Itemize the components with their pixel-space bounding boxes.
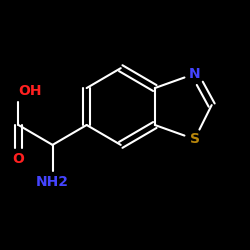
Text: OH: OH <box>18 84 42 98</box>
Text: O: O <box>12 152 24 166</box>
Text: N: N <box>189 67 200 81</box>
Text: S: S <box>190 132 200 146</box>
Text: NH2: NH2 <box>36 175 69 189</box>
